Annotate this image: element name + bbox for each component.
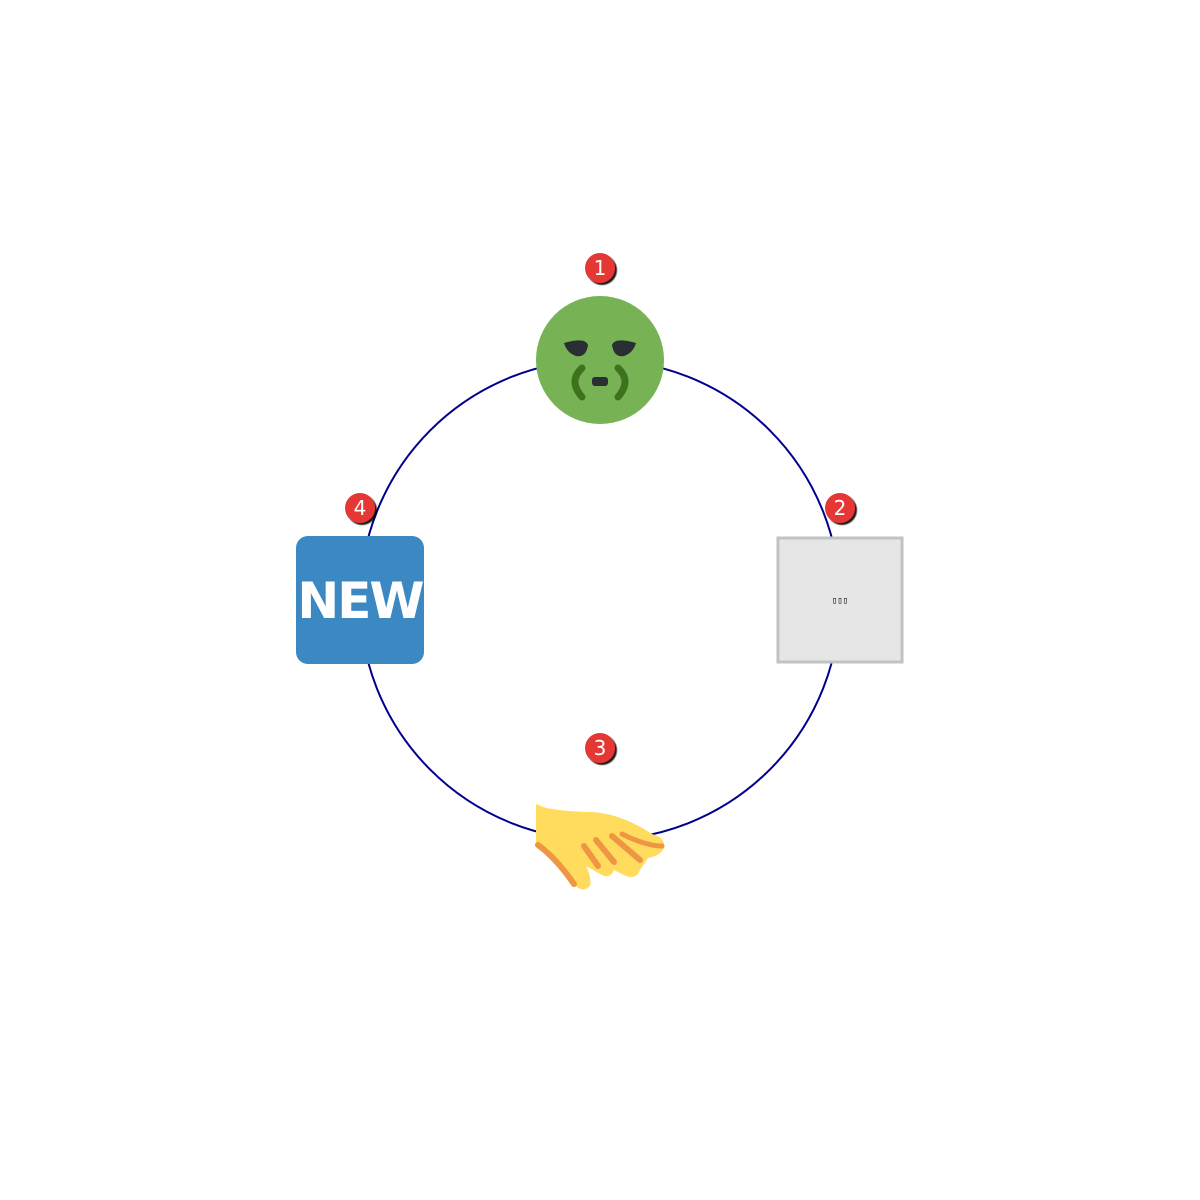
- node-3: 3: [535, 733, 665, 890]
- node-badge: 3: [585, 733, 615, 763]
- node-badge: 2: [825, 493, 855, 523]
- nauseated-face-icon: [536, 296, 664, 424]
- palm-down-hand-icon: [535, 804, 665, 890]
- node-4: NEW 4: [296, 493, 425, 664]
- node-1: 1: [536, 253, 664, 424]
- badge-label: 4: [354, 496, 367, 520]
- node-badge: 4: [345, 493, 375, 523]
- node-badge: 1: [585, 253, 615, 283]
- new-label: NEW: [297, 572, 423, 630]
- badge-label: 3: [594, 736, 607, 760]
- missing-glyph-placeholder-icon: ▯▯▯: [776, 536, 904, 664]
- placeholder-label: ▯▯▯: [832, 596, 848, 606]
- new-button-icon: NEW: [296, 536, 425, 664]
- badge-label: 1: [594, 256, 607, 280]
- badge-label: 2: [834, 496, 847, 520]
- cycle-ring: [359, 359, 841, 841]
- node-2: ▯▯▯ 2: [776, 493, 904, 664]
